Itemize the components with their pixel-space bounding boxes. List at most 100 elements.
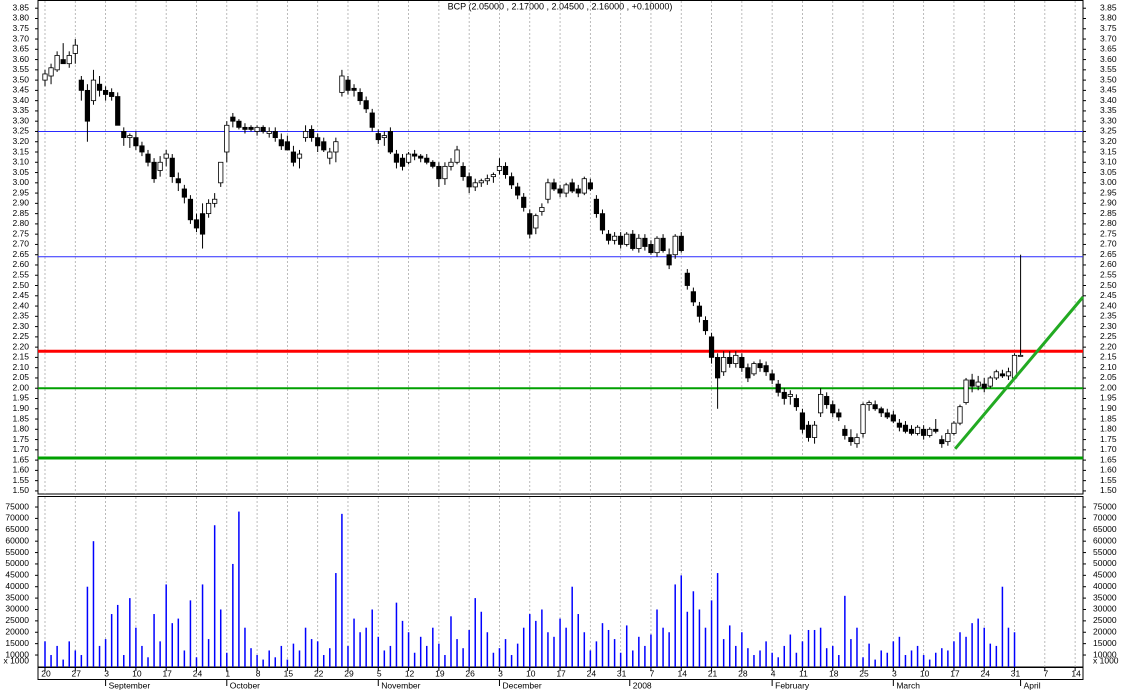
candle-body xyxy=(563,184,569,194)
y-tick-label: 55000 xyxy=(5,547,29,557)
volume-bar xyxy=(147,657,149,667)
y-tick-label: 3.75 xyxy=(12,23,29,33)
candle-body xyxy=(769,373,775,381)
y-tick-label: 2.05 xyxy=(1100,372,1117,382)
y-tick-label: 3.50 xyxy=(1100,74,1117,84)
volume-bar xyxy=(68,641,70,667)
volume-bar xyxy=(129,598,131,667)
volume-bar xyxy=(995,645,998,667)
candle-body xyxy=(102,89,109,95)
y-tick-label: 1.85 xyxy=(12,413,29,423)
y-tick-label: 3.05 xyxy=(1100,167,1117,177)
volume-bar xyxy=(807,629,810,667)
y-tick-label: 75000 xyxy=(1093,501,1117,511)
volume-bar xyxy=(516,643,519,667)
volume-bar xyxy=(123,655,125,667)
candle-body xyxy=(751,363,757,375)
volume-bar xyxy=(844,595,846,667)
volume-bar xyxy=(177,618,180,667)
volume-bar xyxy=(250,648,252,667)
y-tick-label: 45000 xyxy=(1093,570,1117,580)
volume-bar xyxy=(395,602,398,667)
volume-bar xyxy=(468,629,470,667)
y-tick-label: 70000 xyxy=(5,513,29,523)
candle-body xyxy=(72,44,78,54)
candle-body xyxy=(999,373,1006,377)
x-tick-label: 1 xyxy=(225,668,230,678)
volume-bar xyxy=(868,643,870,667)
volume-bar xyxy=(559,618,561,667)
y-tick-label: 3.45 xyxy=(1100,85,1117,95)
volume-bar xyxy=(529,614,531,667)
volume-bar xyxy=(432,627,434,667)
volume-bar xyxy=(256,655,258,667)
volume-bar xyxy=(419,636,422,667)
candle-body xyxy=(145,153,151,163)
candle-body xyxy=(60,59,66,65)
volume-bar xyxy=(759,650,761,667)
candle-body xyxy=(757,363,763,369)
volume-bar xyxy=(650,634,652,667)
candle-body xyxy=(266,131,272,134)
candle-body xyxy=(139,145,145,153)
volume-bar xyxy=(213,525,216,667)
volume-bar xyxy=(456,639,458,667)
volume-bar xyxy=(735,645,737,667)
volume-bar xyxy=(716,573,719,667)
candle-body xyxy=(405,153,412,163)
volume-bar xyxy=(44,641,46,667)
candle-body xyxy=(987,377,993,387)
y-tick-label: 2.80 xyxy=(1100,218,1117,228)
y-tick-label: 2.15 xyxy=(1100,352,1117,362)
candle-body xyxy=(957,406,963,424)
candle-body xyxy=(551,182,557,190)
candle-body xyxy=(254,126,260,132)
x-tick-label: 24 xyxy=(193,668,203,678)
x-tick-label: 7 xyxy=(650,668,655,678)
candle-body xyxy=(496,165,503,171)
candle-body xyxy=(418,155,424,159)
x-tick-label: 5 xyxy=(377,668,382,678)
candle-body xyxy=(193,219,200,229)
candle-body xyxy=(672,235,678,256)
candle-body xyxy=(399,157,406,167)
volume-bar xyxy=(674,584,676,667)
volume-bar xyxy=(825,648,828,667)
volume-bar xyxy=(656,609,658,667)
candle-body xyxy=(872,404,878,410)
candle-body xyxy=(230,116,236,122)
volume-bar xyxy=(413,652,416,667)
candle-body xyxy=(981,383,987,389)
candle-body xyxy=(793,398,799,408)
volume-bar xyxy=(153,614,155,667)
volume-bar xyxy=(935,652,937,667)
candle-body xyxy=(54,55,60,71)
month-label: February xyxy=(775,680,810,690)
y-tick-label: 1.60 xyxy=(12,465,29,475)
y-tick-label: 2.45 xyxy=(12,290,29,300)
volume-bar xyxy=(783,645,786,667)
volume-bar xyxy=(268,650,270,667)
x-tick-label: 14 xyxy=(1071,668,1081,678)
volume-bar xyxy=(947,650,949,667)
x-tick-label: 21 xyxy=(708,668,718,678)
y-tick-label: 3.15 xyxy=(12,146,29,156)
volume-bar xyxy=(953,641,955,667)
candle-body xyxy=(702,320,709,332)
y-tick-label: 1.95 xyxy=(12,393,29,403)
y-tick-label: 3.55 xyxy=(12,64,29,74)
y-tick-label: 2.30 xyxy=(12,321,29,331)
y-tick-label: 3.65 xyxy=(1100,44,1117,54)
candle-body xyxy=(878,408,884,414)
volume-bar xyxy=(116,604,119,667)
volume-bar xyxy=(589,650,592,667)
y-tick-label: 15000 xyxy=(5,638,29,648)
y-tick-label: 30000 xyxy=(5,604,29,614)
x-tick-label: 24 xyxy=(587,668,597,678)
candle-body xyxy=(975,381,981,387)
candle-body xyxy=(696,305,703,317)
y-tick-label: 1.80 xyxy=(12,424,29,434)
candle-body xyxy=(836,412,842,418)
candle-body xyxy=(345,79,351,91)
